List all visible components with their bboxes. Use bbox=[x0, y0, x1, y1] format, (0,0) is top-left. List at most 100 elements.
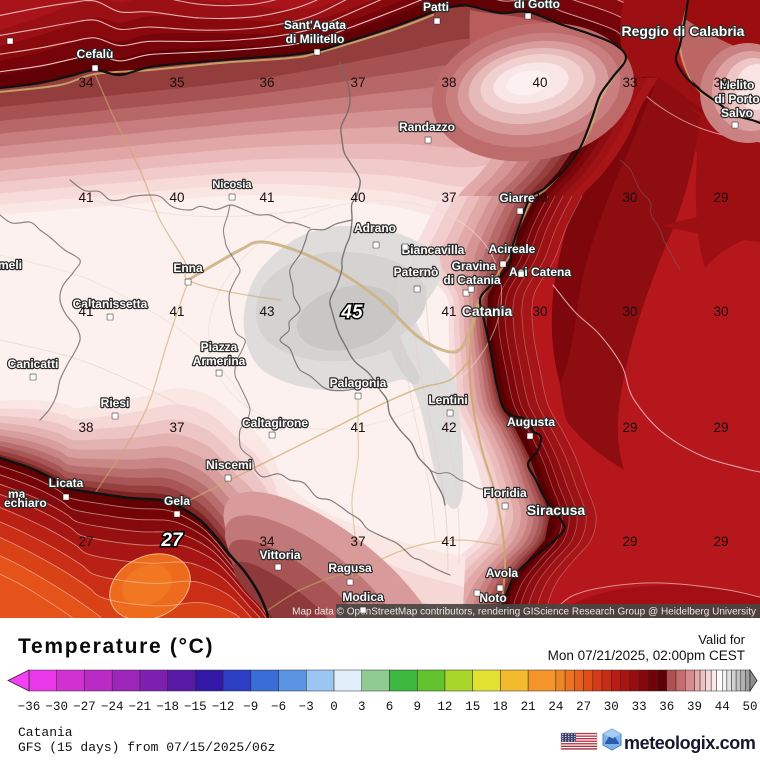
svg-text:Caltagirone: Caltagirone bbox=[242, 416, 308, 430]
svg-text:36: 36 bbox=[532, 190, 547, 205]
svg-text:−24: −24 bbox=[101, 700, 124, 714]
svg-text:24: 24 bbox=[548, 700, 563, 714]
svg-text:12: 12 bbox=[437, 700, 452, 714]
svg-text:38: 38 bbox=[441, 75, 456, 90]
svg-text:15: 15 bbox=[465, 700, 480, 714]
svg-text:Acireale: Acireale bbox=[489, 242, 536, 256]
svg-text:Melito: Melito bbox=[720, 78, 755, 92]
svg-text:29: 29 bbox=[622, 420, 637, 435]
svg-text:Gravina: Gravina bbox=[452, 259, 497, 273]
svg-text:ma: ma bbox=[8, 487, 26, 501]
svg-text:29: 29 bbox=[622, 534, 637, 549]
svg-text:41: 41 bbox=[78, 304, 93, 319]
svg-text:Palagonia: Palagonia bbox=[330, 376, 387, 390]
svg-text:33: 33 bbox=[632, 700, 647, 714]
svg-text:Reggio di Calabria: Reggio di Calabria bbox=[622, 23, 745, 39]
svg-text:Gela: Gela bbox=[164, 494, 190, 508]
svg-text:41: 41 bbox=[169, 304, 184, 319]
svg-text:Licata: Licata bbox=[49, 476, 84, 490]
svg-text:−6: −6 bbox=[271, 700, 286, 714]
svg-text:37: 37 bbox=[350, 75, 365, 90]
svg-text:Floridia: Floridia bbox=[483, 486, 527, 500]
svg-text:41: 41 bbox=[259, 190, 274, 205]
svg-text:Ragusa: Ragusa bbox=[328, 561, 372, 575]
svg-text:30: 30 bbox=[713, 304, 728, 319]
svg-text:Riesi: Riesi bbox=[101, 396, 130, 410]
svg-text:Cefalù: Cefalù bbox=[77, 47, 114, 61]
svg-text:Salvo: Salvo bbox=[721, 106, 753, 120]
svg-text:di Gotto: di Gotto bbox=[514, 0, 560, 11]
svg-text:Caltanissetta: Caltanissetta bbox=[73, 297, 148, 311]
svg-text:Paternò: Paternò bbox=[394, 265, 439, 279]
svg-text:40: 40 bbox=[350, 190, 365, 205]
svg-text:−36: −36 bbox=[18, 700, 41, 714]
svg-text:Canicatti: Canicatti bbox=[8, 357, 59, 371]
svg-text:Vittoria: Vittoria bbox=[259, 548, 300, 562]
svg-text:44: 44 bbox=[715, 700, 730, 714]
svg-text:37: 37 bbox=[350, 534, 365, 549]
svg-text:Enna: Enna bbox=[173, 261, 203, 275]
svg-text:37: 37 bbox=[169, 420, 184, 435]
svg-text:50: 50 bbox=[742, 700, 757, 714]
svg-text:meli: meli bbox=[0, 258, 22, 272]
svg-text:40: 40 bbox=[532, 75, 547, 90]
svg-text:−30: −30 bbox=[45, 700, 68, 714]
svg-text:Avola: Avola bbox=[486, 566, 519, 580]
svg-text:42: 42 bbox=[441, 420, 456, 435]
svg-text:Armerina: Armerina bbox=[193, 354, 246, 368]
svg-text:41: 41 bbox=[441, 534, 456, 549]
svg-text:27: 27 bbox=[78, 534, 93, 549]
svg-text:29: 29 bbox=[713, 190, 728, 205]
svg-text:Niscemi: Niscemi bbox=[206, 458, 252, 472]
svg-text:36: 36 bbox=[659, 700, 674, 714]
svg-text:Map data © OpenStreetMap contr: Map data © OpenStreetMap contributors, r… bbox=[292, 607, 756, 618]
svg-text:29: 29 bbox=[713, 420, 728, 435]
svg-text:Lentini: Lentini bbox=[428, 393, 467, 407]
svg-text:34: 34 bbox=[259, 534, 275, 549]
svg-text:34: 34 bbox=[78, 75, 94, 90]
svg-text:Biancavilla: Biancavilla bbox=[402, 243, 465, 257]
svg-text:38: 38 bbox=[78, 420, 93, 435]
svg-text:9: 9 bbox=[413, 700, 421, 714]
svg-text:6: 6 bbox=[386, 700, 394, 714]
svg-text:41: 41 bbox=[350, 420, 365, 435]
svg-text:30: 30 bbox=[622, 304, 637, 319]
svg-text:39: 39 bbox=[713, 75, 728, 90]
svg-text:−15: −15 bbox=[184, 700, 207, 714]
svg-text:di Porto: di Porto bbox=[714, 92, 759, 106]
svg-text:−9: −9 bbox=[243, 700, 258, 714]
svg-text:Giarre: Giarre bbox=[499, 191, 535, 205]
svg-text:30: 30 bbox=[622, 190, 637, 205]
svg-text:36: 36 bbox=[259, 75, 274, 90]
svg-text:0: 0 bbox=[330, 700, 338, 714]
svg-text:Catania: Catania bbox=[462, 303, 513, 319]
svg-text:Patti: Patti bbox=[423, 0, 449, 14]
svg-text:Augusta: Augusta bbox=[507, 415, 555, 429]
svg-text:37: 37 bbox=[441, 190, 456, 205]
svg-text:27: 27 bbox=[160, 530, 184, 551]
svg-text:−3: −3 bbox=[299, 700, 314, 714]
svg-text:41: 41 bbox=[78, 190, 93, 205]
svg-text:27: 27 bbox=[576, 700, 591, 714]
svg-text:18: 18 bbox=[493, 700, 508, 714]
svg-text:Sant'Agata: Sant'Agata bbox=[284, 18, 347, 32]
svg-text:−27: −27 bbox=[73, 700, 96, 714]
svg-text:Noto: Noto bbox=[479, 591, 506, 605]
svg-text:Siracusa: Siracusa bbox=[527, 502, 586, 518]
svg-text:Piazza: Piazza bbox=[201, 340, 238, 354]
svg-text:−21: −21 bbox=[129, 700, 152, 714]
svg-text:41: 41 bbox=[441, 304, 456, 319]
svg-text:30: 30 bbox=[532, 304, 547, 319]
svg-text:43: 43 bbox=[259, 304, 274, 319]
svg-text:33: 33 bbox=[622, 75, 637, 90]
svg-text:Modica: Modica bbox=[342, 590, 384, 604]
svg-text:Adrano: Adrano bbox=[354, 221, 396, 235]
svg-text:39: 39 bbox=[687, 700, 702, 714]
svg-text:3: 3 bbox=[358, 700, 366, 714]
svg-text:45: 45 bbox=[340, 302, 363, 323]
svg-text:di Catania: di Catania bbox=[443, 273, 501, 287]
svg-text:21: 21 bbox=[521, 700, 536, 714]
svg-text:Nicosia: Nicosia bbox=[212, 179, 252, 191]
svg-text:−18: −18 bbox=[156, 700, 179, 714]
svg-text:di Militello: di Militello bbox=[286, 32, 345, 46]
